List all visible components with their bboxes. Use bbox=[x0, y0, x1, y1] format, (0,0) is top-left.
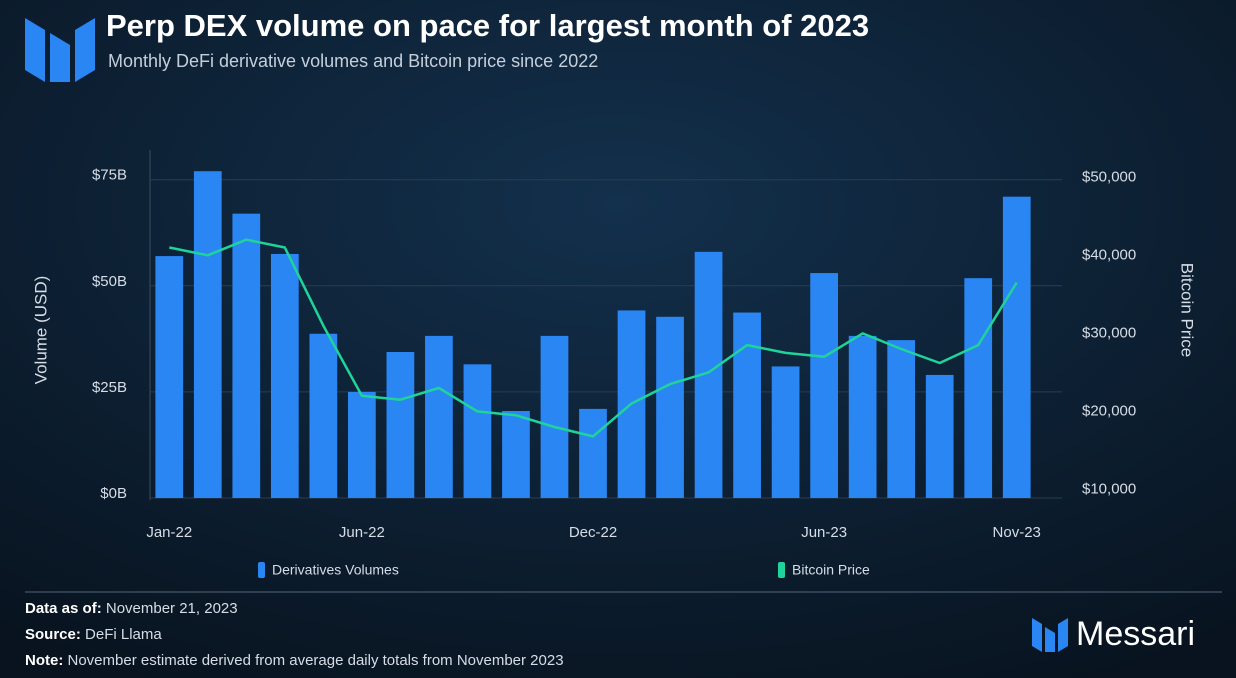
bar bbox=[270, 253, 299, 498]
legend-label: Derivatives Volumes bbox=[272, 562, 399, 578]
chart-title: Perp DEX volume on pace for largest mont… bbox=[106, 8, 869, 43]
legend-label: Bitcoin Price bbox=[792, 562, 870, 578]
footer-value: November estimate derived from average d… bbox=[68, 652, 564, 669]
footer-note: Note: November estimate derived from ave… bbox=[25, 652, 564, 669]
bar bbox=[925, 374, 954, 498]
x-tick-label: Dec-22 bbox=[569, 524, 617, 541]
footer-data-as-of: Data as of: November 21, 2023 bbox=[25, 600, 238, 617]
x-tick-label: Jun-23 bbox=[801, 524, 847, 541]
legend-swatch bbox=[778, 562, 785, 578]
y-tick-label: $0B bbox=[100, 485, 127, 502]
y-tick-label: $25B bbox=[92, 379, 127, 396]
y2-tick-label: $30,000 bbox=[1082, 324, 1136, 341]
y2-tick-label: $20,000 bbox=[1082, 402, 1136, 419]
bar bbox=[155, 256, 184, 498]
x-tick-label: Nov-23 bbox=[993, 524, 1041, 541]
bar bbox=[810, 273, 838, 498]
bar bbox=[964, 278, 993, 498]
footer-value: DeFi Llama bbox=[85, 626, 162, 643]
y2-axis-title: Bitcoin Price bbox=[1178, 263, 1197, 357]
y2-tick-label: $50,000 bbox=[1082, 168, 1136, 185]
x-tick-label: Jan-22 bbox=[146, 524, 192, 541]
y2-tick-label: $10,000 bbox=[1082, 480, 1136, 497]
bar bbox=[579, 408, 607, 498]
y-tick-label: $75B bbox=[92, 167, 127, 184]
bar bbox=[887, 340, 916, 498]
bar bbox=[502, 411, 530, 498]
bar bbox=[733, 312, 761, 498]
y2-tick-label: $40,000 bbox=[1082, 246, 1136, 263]
bar bbox=[425, 335, 453, 498]
footer-source: Source: DeFi Llama bbox=[25, 626, 162, 643]
chart-subtitle: Monthly DeFi derivative volumes and Bitc… bbox=[108, 51, 598, 71]
bar bbox=[348, 391, 376, 498]
footer-value: November 21, 2023 bbox=[106, 600, 238, 617]
bar bbox=[386, 352, 415, 498]
y-tick-label: $50B bbox=[92, 273, 127, 290]
bar bbox=[1002, 196, 1031, 498]
bar bbox=[771, 366, 800, 498]
bar bbox=[463, 364, 492, 498]
footer-label: Data as of: bbox=[25, 600, 102, 617]
x-tick-label: Jun-22 bbox=[339, 524, 385, 541]
legend-swatch bbox=[258, 562, 265, 578]
footer-label: Note: bbox=[25, 652, 63, 669]
line bbox=[169, 238, 1018, 438]
bar bbox=[656, 316, 684, 498]
logo bbox=[25, 18, 95, 82]
brand-logo bbox=[1032, 618, 1068, 652]
bar bbox=[232, 213, 261, 498]
bar bbox=[309, 333, 338, 498]
brand-name: Messari bbox=[1076, 615, 1195, 653]
bar bbox=[848, 335, 877, 498]
y-axis-title: Volume (USD) bbox=[31, 276, 50, 385]
bar bbox=[193, 171, 222, 498]
footer-label: Source: bbox=[25, 626, 81, 643]
bar bbox=[540, 335, 569, 498]
